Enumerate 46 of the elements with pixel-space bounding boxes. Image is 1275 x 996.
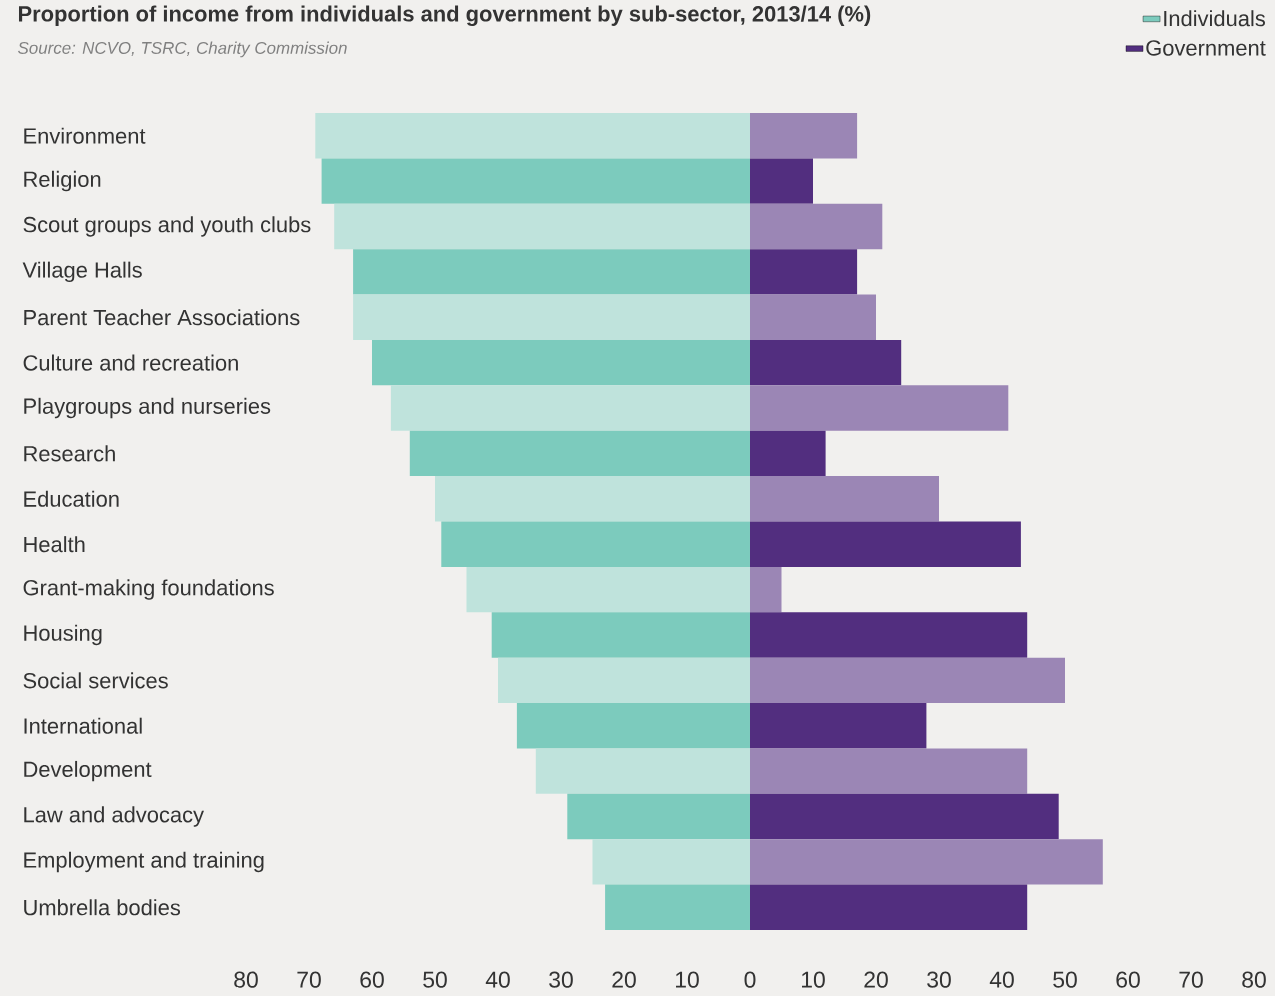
bar	[750, 566, 782, 613]
y-tick-label: Development	[24, 760, 152, 782]
y-tick-label: Umbrella bodies	[24, 899, 181, 916]
y-tick-label: Research	[24, 445, 115, 462]
y-tick-label: Religion	[24, 170, 101, 192]
x-tick-label: 30	[549, 971, 573, 988]
bar	[750, 430, 826, 477]
legend-label: Individuals	[1164, 10, 1265, 27]
x-tick-label: 50	[1053, 971, 1077, 988]
x-tick-label: 80	[234, 971, 258, 988]
chart-title: Proportion of income from individuals and government by sub-sector, 2013/14 (%)	[18, 5, 871, 27]
bar	[750, 249, 858, 295]
x-tick-label: 40	[989, 971, 1014, 988]
x-tick-label: 40	[485, 971, 510, 988]
x-tick-label: 50	[423, 971, 447, 988]
y-tick-label: Grant-making foundations	[23, 579, 274, 600]
x-tick-label: 20	[864, 971, 888, 988]
x-tick-label: 80	[1242, 971, 1266, 988]
y-tick-label: Education	[24, 490, 119, 507]
legend-label: Government	[1146, 40, 1266, 56]
source-note: Source: NCVO, TSRC, Charity Commission	[18, 41, 347, 58]
y-tick-label: Scout groups and youth clubs	[23, 216, 311, 237]
y-tick-label: Social services	[23, 672, 168, 689]
x-tick-label: 10	[802, 971, 825, 988]
y-tick-label: Village Halls	[22, 261, 142, 283]
x-tick-label: 10	[676, 971, 699, 988]
x-tick-label: 70	[297, 971, 321, 988]
x-tick-label: 0	[744, 971, 756, 988]
x-tick-label: 20	[612, 971, 636, 988]
y-tick-label: Playgroups and nurseries	[24, 397, 271, 419]
bar	[750, 294, 876, 340]
y-tick-label: Law and advocacy	[24, 806, 204, 827]
x-tick-label: 30	[927, 971, 951, 988]
x-tick-label: 60	[360, 971, 384, 988]
bar	[750, 113, 858, 159]
y-tick-label: Culture and recreation	[23, 354, 238, 371]
y-tick-label: Health	[24, 536, 85, 553]
x-tick-label: 60	[1116, 971, 1140, 988]
y-tick-label: Employment and training	[24, 851, 264, 873]
y-tick-label: Parent Teacher Associations	[24, 309, 300, 326]
bar	[750, 203, 883, 250]
y-tick-label: International	[24, 717, 142, 734]
x-tick-label: 70	[1179, 971, 1203, 988]
y-tick-label: Housing	[24, 624, 102, 646]
bar	[750, 158, 813, 204]
y-tick-label: Environment	[24, 127, 146, 144]
